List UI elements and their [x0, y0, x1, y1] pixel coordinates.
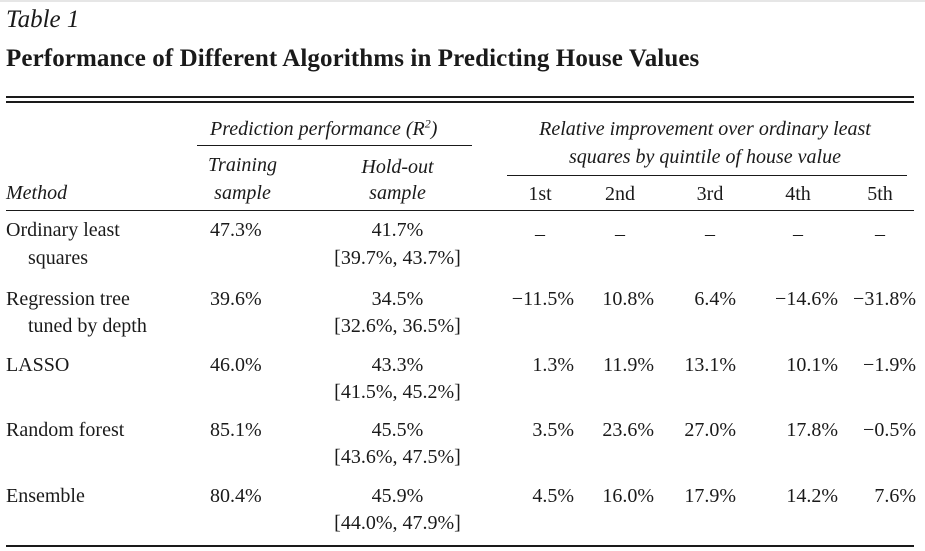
prediction-performance-underline: [197, 145, 472, 146]
relative-improvement-header-line2: squares by quintile of house value: [569, 146, 841, 168]
row-ensemble-q1: 4.5%: [532, 485, 574, 507]
row-ensemble-training: 80.4%: [210, 485, 262, 507]
col-header-holdout-line1: Hold-out: [361, 156, 434, 178]
row-tree-q2: 10.8%: [602, 288, 654, 310]
row-forest-q3: 27.0%: [684, 419, 736, 441]
row-ensemble-q4: 14.2%: [786, 485, 838, 507]
row-forest-method-line1: Random forest: [6, 419, 125, 441]
row-ols-q3: –: [705, 223, 715, 245]
row-lasso-holdout-ci: [41.5%, 45.2%]: [334, 381, 461, 403]
row-forest-training: 85.1%: [210, 419, 262, 441]
col-header-q4: 4th: [785, 183, 811, 205]
col-header-method: Method: [6, 182, 68, 204]
row-forest-holdout: 45.5%: [371, 419, 424, 441]
col-header-q3: 3rd: [696, 183, 724, 205]
prediction-performance-header: Prediction performance (R2): [210, 116, 438, 140]
row-tree-method-line1: Regression tree: [6, 288, 130, 310]
row-tree-q3: 6.4%: [694, 288, 736, 310]
top-border: [0, 0, 925, 2]
row-forest-q5: −0.5%: [863, 419, 916, 441]
row-ols-q1: –: [535, 223, 545, 245]
header-rule: [6, 210, 914, 211]
table-title: Performance of Different Algorithms in P…: [6, 45, 700, 72]
row-lasso-training: 46.0%: [210, 354, 262, 376]
row-ols-training: 47.3%: [210, 219, 262, 241]
relative-improvement-header-line1: Relative improvement over ordinary least: [539, 118, 871, 140]
row-ols-q5: –: [875, 223, 885, 245]
row-lasso-method-line1: LASSO: [6, 354, 70, 376]
col-header-q2: 2nd: [605, 183, 635, 205]
row-tree-q5: −31.8%: [853, 288, 916, 310]
row-ols-method-line2: squares: [28, 247, 88, 269]
col-header-training-line2: sample: [214, 182, 271, 204]
row-lasso-q3: 13.1%: [684, 354, 736, 376]
col-header-q5: 5th: [867, 183, 893, 205]
col-header-q1: 1st: [528, 183, 552, 205]
row-ensemble-holdout-ci: [44.0%, 47.9%]: [334, 512, 461, 534]
top-double-rule-upper: [6, 96, 914, 98]
row-tree-training: 39.6%: [210, 288, 262, 310]
row-tree-q1: −11.5%: [511, 288, 574, 310]
row-ols-q2: –: [615, 223, 625, 245]
table-label: Table 1: [6, 6, 80, 33]
row-ensemble-q5: 7.6%: [874, 485, 916, 507]
bottom-rule: [6, 545, 914, 547]
row-lasso-q5: −1.9%: [863, 354, 916, 376]
row-lasso-q4: 10.1%: [786, 354, 838, 376]
row-ensemble-method-line1: Ensemble: [6, 485, 85, 507]
row-ensemble-q3: 17.9%: [684, 485, 736, 507]
row-lasso-holdout: 43.3%: [371, 354, 424, 376]
row-tree-q4: −14.6%: [775, 288, 838, 310]
row-ols-holdout: 41.7%: [371, 219, 424, 241]
relative-improvement-underline: [507, 175, 907, 176]
row-tree-method-line2: tuned by depth: [28, 315, 147, 337]
row-lasso-q2: 11.9%: [603, 354, 654, 376]
row-forest-q4: 17.8%: [786, 419, 838, 441]
row-lasso-q1: 1.3%: [532, 354, 574, 376]
row-ensemble-holdout: 45.9%: [371, 485, 424, 507]
col-header-holdout-line2: sample: [369, 182, 426, 204]
row-ols-method-line1: Ordinary least: [6, 219, 120, 241]
row-ols-q4: –: [793, 223, 803, 245]
row-tree-holdout: 34.5%: [371, 288, 424, 310]
row-ensemble-q2: 16.0%: [602, 485, 654, 507]
row-forest-q2: 23.6%: [602, 419, 654, 441]
top-double-rule-lower: [6, 101, 914, 103]
row-forest-holdout-ci: [43.6%, 47.5%]: [334, 446, 461, 468]
row-tree-holdout-ci: [32.6%, 36.5%]: [334, 315, 461, 337]
col-header-training-line1: Training: [208, 154, 277, 176]
row-ols-holdout-ci: [39.7%, 43.7%]: [334, 247, 461, 269]
row-forest-q1: 3.5%: [532, 419, 574, 441]
